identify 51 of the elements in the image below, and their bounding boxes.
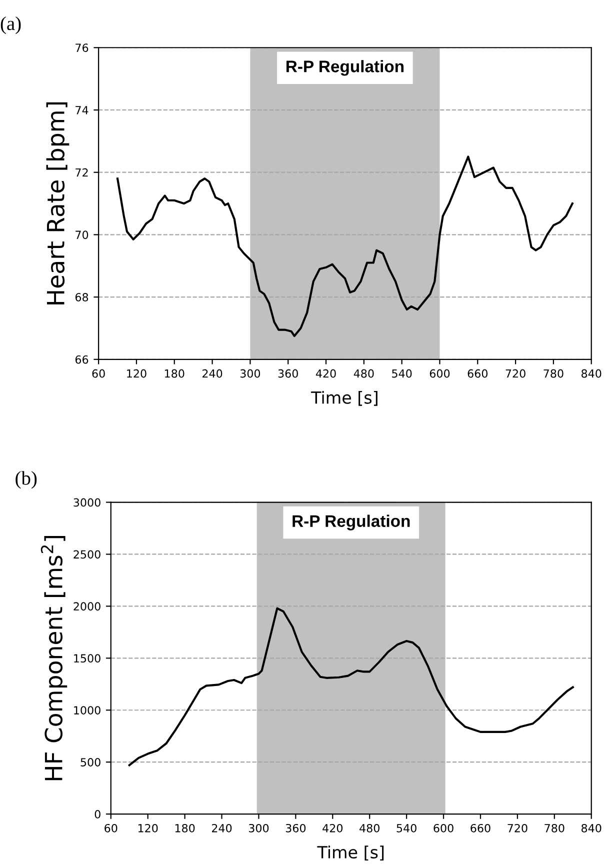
x-tick-label: 300 (240, 369, 260, 378)
x-axis-title: Time [s] (317, 846, 384, 860)
x-tick-label: 180 (175, 824, 195, 832)
x-tick-label: 600 (430, 369, 450, 378)
y-tick-label: 1000 (74, 706, 100, 714)
x-tick-label: 240 (202, 369, 222, 378)
x-tick-label: 60 (92, 369, 105, 378)
chart-title: (b) (16, 471, 37, 489)
band-label: R-P Regulation (292, 514, 410, 530)
x-tick-label: 240 (212, 824, 232, 832)
y-tick-label: 74 (76, 106, 88, 114)
x-tick-label: 360 (286, 824, 306, 832)
x-tick-label: 480 (360, 824, 380, 832)
y-tick-label: 0 (94, 810, 100, 818)
x-tick-label: 720 (508, 824, 528, 832)
y-tick-label: 500 (80, 758, 100, 766)
y-tick-label: 3000 (74, 498, 100, 507)
x-tick-label: 840 (582, 369, 602, 378)
y-tick-label: 1500 (74, 654, 100, 663)
x-tick-label: 540 (396, 824, 416, 832)
x-tick-label: 420 (316, 369, 336, 378)
x-tick-label: 720 (506, 369, 526, 378)
x-tick-label: 480 (354, 369, 374, 378)
x-tick-label: 540 (392, 369, 412, 378)
x-tick-label: 300 (248, 824, 269, 832)
band-label: R-P Regulation (286, 60, 404, 76)
y-tick-label: 2000 (74, 602, 100, 611)
x-tick-label: 660 (470, 824, 490, 832)
y-tick-label: 70 (76, 230, 88, 240)
y-tick-label: 66 (75, 355, 88, 364)
x-tick-label: 120 (138, 824, 158, 832)
x-axis-title: Time [s] (311, 390, 378, 406)
y-tick-label: 72 (76, 168, 88, 177)
y-tick-label: 2500 (74, 550, 100, 559)
x-tick-label: 360 (278, 369, 298, 378)
line-series (116, 156, 574, 338)
chart-title: (a) (0, 16, 21, 34)
x-tick-label: 180 (164, 369, 184, 378)
line-series (128, 607, 574, 766)
y-tick-label: 68 (75, 293, 88, 302)
x-tick-label: 780 (544, 369, 564, 378)
y-axis-title: Heart Rate [bpm] (46, 102, 70, 304)
y-tick-label: 76 (76, 44, 88, 52)
x-tick-label: 660 (468, 369, 488, 378)
x-tick-label: 780 (544, 824, 564, 832)
x-tick-label: 120 (127, 369, 146, 378)
y-axis-title: HF Component [ms$^{2}$] (40, 536, 68, 780)
x-tick-label: 60 (104, 824, 118, 832)
x-tick-label: 420 (322, 824, 343, 832)
x-tick-label: 600 (434, 824, 454, 832)
x-tick-label: 840 (582, 824, 602, 832)
